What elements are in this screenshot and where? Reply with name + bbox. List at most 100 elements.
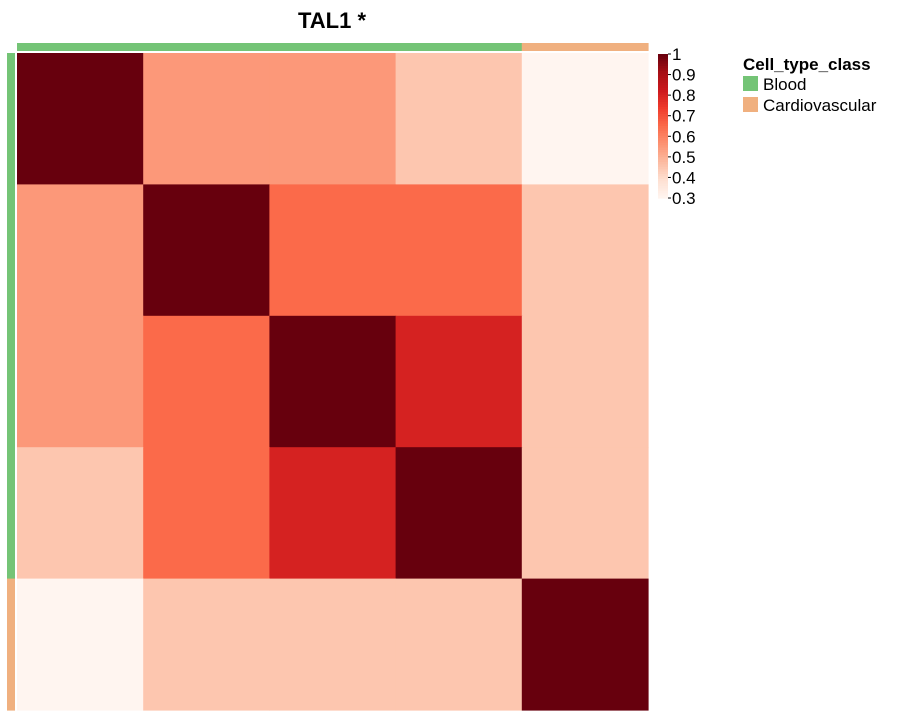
heatmap-cell xyxy=(521,184,649,317)
heatmap-cell xyxy=(143,315,270,448)
heatmap-cell xyxy=(17,447,144,580)
legend-item-label: Cardiovascular xyxy=(763,96,877,115)
colorbar-segment xyxy=(658,58,668,62)
colorbar-segment xyxy=(658,118,668,122)
top-annotation-bar xyxy=(17,43,649,51)
colorbar-segment xyxy=(658,195,668,199)
colorbar-segment xyxy=(658,133,668,137)
colorbar-segment xyxy=(658,181,668,185)
heatmap-cell xyxy=(143,184,270,317)
colorbar-segment xyxy=(658,68,668,72)
heatmap-cell xyxy=(143,447,270,580)
colorbar-segment xyxy=(658,90,668,93)
heatmap-cell xyxy=(521,578,649,711)
top-annotation-cell xyxy=(143,43,270,51)
colorbar-segment xyxy=(658,63,668,67)
colorbar-segment xyxy=(658,190,668,194)
colorbar-segment xyxy=(658,128,668,132)
colorbar-segment xyxy=(658,171,668,175)
colorbar-segment xyxy=(658,147,668,151)
colorbar-segment xyxy=(658,102,668,105)
colorbar-segment xyxy=(658,178,668,182)
colorbar-segment xyxy=(658,94,668,98)
left-annotation-cell xyxy=(7,53,15,185)
colorbar-segment xyxy=(658,80,668,84)
heatmap-cell xyxy=(269,53,397,185)
heatmap-cell xyxy=(395,315,523,448)
colorbar-segment xyxy=(658,114,668,117)
legend-swatch xyxy=(743,97,758,112)
colorbar-segment xyxy=(658,159,668,163)
colorbar-segment xyxy=(658,85,668,89)
colorbar-segment xyxy=(658,82,668,86)
colorbar-segment xyxy=(658,70,668,74)
colorbar-tick-label: 0.8 xyxy=(672,86,696,105)
colorbar-segment xyxy=(658,73,668,77)
colorbar-segment xyxy=(658,75,668,79)
colorbar-segment xyxy=(658,174,668,177)
heatmap-cell xyxy=(395,184,523,317)
heatmap-cell xyxy=(395,578,523,711)
colorbar-segment xyxy=(658,150,668,153)
heatmap-cell xyxy=(521,447,649,580)
colorbar-segment xyxy=(658,164,668,168)
colorbar-segment xyxy=(658,152,668,156)
colorbar-segment xyxy=(658,157,668,161)
colorbar-segment xyxy=(658,106,668,110)
heatmap-cell xyxy=(269,578,397,711)
colorbar-segment xyxy=(658,56,668,60)
colorbar: 1 0.90.8 0.70.6 0.50.4 0.3 xyxy=(658,45,696,208)
legend-swatch xyxy=(743,76,758,91)
left-annotation-cell xyxy=(7,184,15,317)
heatmap-cell xyxy=(395,447,523,580)
legend-item-label: Blood xyxy=(763,75,806,94)
annotation-legend: Cell_type_class Blood Cardiovascular xyxy=(743,55,877,115)
heatmap-cell xyxy=(269,315,397,448)
left-annotation-cell xyxy=(7,315,15,448)
top-annotation-cell xyxy=(17,43,144,51)
colorbar-tick-label: 0.3 xyxy=(672,189,696,208)
colorbar-segment xyxy=(658,97,668,101)
colorbar-segment xyxy=(658,183,668,187)
colorbar-segment xyxy=(658,111,668,115)
colorbar-segment xyxy=(658,154,668,158)
heatmap-cell xyxy=(269,447,397,580)
left-annotation-cell xyxy=(7,578,15,711)
colorbar-segment xyxy=(658,121,668,125)
colorbar-segment xyxy=(658,126,668,129)
colorbar-segment xyxy=(658,166,668,170)
colorbar-tick-label: 0.4 xyxy=(672,168,696,187)
colorbar-tick-label: 0.7 xyxy=(672,107,696,126)
colorbar-segment xyxy=(658,169,668,173)
top-annotation-cell xyxy=(521,43,649,51)
colorbar-tick-label: 1 xyxy=(672,45,681,64)
colorbar-tick-label: 0.6 xyxy=(672,127,696,146)
colorbar-segment xyxy=(658,78,668,81)
colorbar-segment xyxy=(658,176,668,180)
colorbar-segment xyxy=(658,61,668,65)
left-annotation-bar xyxy=(7,53,15,711)
colorbar-segment xyxy=(658,99,668,103)
top-annotation-cell xyxy=(269,43,397,51)
heatmap-cell xyxy=(17,53,144,185)
colorbar-segment xyxy=(658,162,668,165)
heatmap-cell xyxy=(521,315,649,448)
colorbar-segment xyxy=(658,142,668,146)
heatmap-cells xyxy=(17,53,649,711)
heatmap-cell xyxy=(17,184,144,317)
colorbar-segment xyxy=(658,193,668,197)
colorbar-segment xyxy=(658,87,668,91)
colorbar-tick-label: 0.5 xyxy=(672,148,696,167)
colorbar-segment xyxy=(658,104,668,108)
legend-title: Cell_type_class xyxy=(743,55,871,74)
colorbar-segment xyxy=(658,130,668,134)
heatmap-cell xyxy=(269,184,397,317)
colorbar-segment xyxy=(658,186,668,189)
colorbar-segment xyxy=(658,188,668,192)
heatmap-cell xyxy=(143,578,270,711)
heatmap-cell xyxy=(17,578,144,711)
colorbar-segment xyxy=(658,54,668,57)
top-annotation-cell xyxy=(395,43,523,51)
heatmap-cell xyxy=(521,53,649,185)
